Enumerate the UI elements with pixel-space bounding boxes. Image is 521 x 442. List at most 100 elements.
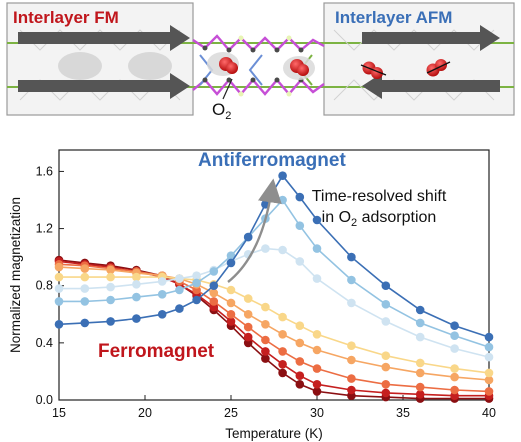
x-tick-label: 40 — [482, 406, 496, 420]
data-point — [278, 312, 287, 322]
data-point — [132, 314, 141, 323]
data-point — [261, 354, 270, 363]
data-point — [261, 347, 270, 356]
data-point — [312, 215, 322, 225]
data-point — [278, 195, 287, 205]
data-point — [226, 251, 236, 260]
y-tick-label: 0.4 — [36, 336, 53, 350]
data-point — [415, 382, 425, 392]
series-3 — [54, 260, 494, 396]
data-point — [347, 374, 356, 383]
data-point — [226, 285, 236, 295]
data-point — [347, 275, 356, 285]
data-point — [243, 310, 253, 319]
data-point — [157, 310, 167, 319]
data-point — [381, 380, 391, 389]
o2-label: O2 — [212, 100, 231, 122]
data-point — [226, 317, 236, 326]
data-point — [295, 357, 305, 366]
data-point — [106, 295, 115, 305]
data-point — [312, 274, 322, 283]
data-point — [415, 390, 425, 399]
magnetization-chart: 15 20 25 30 35 40 0.0 0.4 0.8 1.2 1.6 Temperature… — [8, 149, 496, 441]
data-point — [209, 297, 219, 306]
data-point — [347, 385, 356, 395]
data-point — [54, 284, 64, 293]
data-point — [54, 272, 64, 282]
data-point — [54, 297, 64, 306]
data-point — [106, 272, 115, 282]
data-point — [132, 292, 141, 302]
data-point — [295, 338, 305, 348]
data-point — [278, 360, 287, 369]
x-tick-label: 15 — [52, 406, 66, 420]
data-point — [209, 288, 219, 298]
interlayer-afm-title: Interlayer AFM — [335, 8, 452, 27]
crystal-schematic: Interlayer FM Interlayer AFM O2 — [6, 2, 515, 122]
x-tick-label: 20 — [138, 406, 152, 420]
data-point — [347, 355, 356, 365]
x-tick-label: 25 — [224, 406, 238, 420]
o2-molecules-afm — [360, 59, 451, 79]
series-8 — [54, 171, 494, 342]
data-point — [347, 341, 356, 351]
x-tick-label: 30 — [310, 406, 324, 420]
y-tick-label: 0.8 — [36, 279, 53, 293]
data-point — [312, 244, 322, 253]
x-axis-label: Temperature (K) — [225, 426, 323, 441]
data-point — [415, 368, 425, 378]
data-point — [80, 264, 90, 273]
data-point — [261, 320, 270, 329]
data-point — [312, 330, 322, 339]
data-point — [80, 284, 90, 293]
data-point — [347, 252, 356, 262]
data-point — [450, 344, 459, 353]
data-point — [226, 298, 236, 308]
data-point — [450, 321, 459, 331]
data-point — [295, 221, 305, 230]
data-point — [175, 274, 184, 283]
y-tick-label: 1.6 — [36, 164, 53, 178]
y-tick-labels: 0.0 0.4 0.8 1.2 1.6 — [36, 164, 53, 407]
data-point — [192, 271, 201, 281]
data-point — [415, 305, 425, 315]
ferromagnet-label: Ferromagnet — [98, 341, 215, 362]
data-point — [450, 331, 459, 341]
data-point — [243, 232, 253, 242]
y-axis-label: Normalized magnetization — [8, 197, 23, 353]
data-point — [450, 372, 459, 382]
data-point — [381, 317, 391, 326]
data-point — [175, 285, 184, 295]
interlayer-fm-title: Interlayer FM — [13, 8, 119, 27]
o2-molecules-adsorbed — [207, 52, 315, 100]
data-point — [381, 281, 391, 291]
data-point — [106, 265, 115, 275]
data-point — [484, 332, 494, 342]
data-point — [278, 171, 287, 180]
antiferromagnet-label: Antiferromagnet — [198, 150, 346, 171]
data-point — [243, 294, 253, 303]
series-line — [58, 263, 490, 393]
data-point — [175, 304, 184, 313]
data-point — [278, 330, 287, 339]
data-point — [80, 297, 90, 306]
y-tick-label: 0.0 — [36, 393, 53, 407]
data-point — [243, 332, 253, 342]
data-point — [192, 295, 201, 305]
data-point — [484, 387, 494, 396]
data-point — [243, 322, 253, 332]
data-point — [209, 281, 219, 291]
data-point — [157, 290, 167, 299]
data-point — [381, 388, 391, 398]
x-tick-label: 35 — [396, 406, 410, 420]
afm-spin-arrows — [362, 25, 500, 99]
x-tick-labels: 15 20 25 30 35 40 — [52, 406, 496, 420]
data-point — [106, 317, 115, 326]
data-point — [157, 277, 167, 286]
data-point — [381, 351, 391, 361]
data-point — [226, 258, 236, 268]
data-point — [484, 368, 494, 378]
data-point — [484, 352, 494, 362]
time-resolved-note-line2: in O2 adsorption — [322, 209, 437, 229]
